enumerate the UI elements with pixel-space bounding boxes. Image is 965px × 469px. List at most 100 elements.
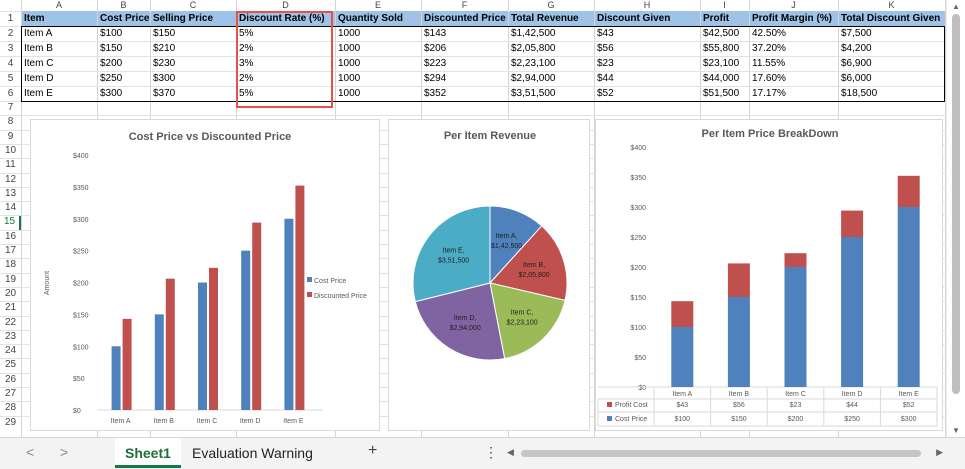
bar-discounted-price[interactable] [252, 222, 262, 410]
row-header: 17 [0, 244, 21, 259]
data-table-value: $150 [731, 416, 747, 423]
table-cell: $2,05,800 [511, 43, 556, 54]
pie-value-label: $2,94,000 [450, 325, 481, 332]
tab-evaluation-warning-label: Evaluation Warning [192, 445, 313, 461]
tab-evaluation-warning[interactable]: Evaluation Warning [182, 438, 323, 468]
y-tick-label: $250 [73, 249, 89, 256]
table-cell: 2% [239, 73, 254, 84]
bar-profit-cost[interactable] [784, 253, 807, 267]
table-cell: 11.55% [752, 58, 786, 69]
table-cell: $1,42,500 [511, 28, 556, 39]
data-table-value: $56 [733, 402, 745, 409]
table-cell: $2,94,000 [511, 73, 556, 84]
data-table-value: $250 [844, 416, 860, 423]
bar-cost-price[interactable] [111, 346, 121, 410]
bar-profit-cost[interactable] [671, 301, 694, 327]
tab-prev-button[interactable]: < [26, 444, 35, 460]
legend-label: Cost Price [314, 278, 346, 285]
add-sheet-button[interactable]: + [368, 442, 378, 459]
y-tick-label: $300 [630, 205, 646, 212]
y-tick-label: $150 [73, 312, 89, 319]
table-border [21, 26, 22, 101]
row-gridline [0, 86, 965, 87]
scroll-left-icon[interactable]: ◀ [507, 447, 514, 457]
table-cell: $300 [153, 73, 176, 84]
table-cell: $52 [597, 88, 614, 99]
x-tick-label: Item A [111, 418, 131, 425]
scroll-up-icon[interactable]: ▲ [952, 2, 960, 11]
table-cell: $3,51,500 [511, 88, 556, 99]
bar-cost-price[interactable] [671, 327, 694, 387]
legend-swatch [307, 277, 312, 282]
table-cell: $2,23,100 [511, 58, 556, 69]
x-tick-label: Item C [785, 391, 806, 398]
cost-vs-discounted-chart[interactable]: Cost Price vs Discounted Price $0 $50 $100 $… [30, 119, 380, 431]
bar-discounted-price[interactable] [209, 267, 218, 410]
bar-cost-price[interactable] [154, 314, 164, 410]
chart-title: Cost Price vs Discounted Price [129, 131, 292, 143]
row-header: 9 [0, 129, 21, 144]
pie-value-label: $3,51,500 [438, 258, 469, 265]
bar-cost-price[interactable] [784, 267, 807, 387]
header-cell: Item [22, 11, 97, 26]
table-cell: $210 [153, 43, 176, 54]
col-gridline [945, 0, 946, 437]
x-tick-label: Item B [729, 391, 750, 398]
table-cell: $100 [100, 28, 123, 39]
vertical-scrollbar[interactable]: ▲ ▼ [946, 0, 965, 437]
bar-profit-cost[interactable] [841, 210, 864, 237]
row-header: 26 [0, 372, 21, 387]
price-breakdown-chart[interactable]: Per Item Price BreakDown $0 $50 $100 $150 $20… [595, 119, 943, 431]
bar-cost-price[interactable] [284, 218, 294, 410]
bar-cost-price[interactable] [198, 282, 207, 411]
legend-label: Cost Price [615, 416, 647, 423]
row-header: 2 [0, 26, 21, 41]
y-tick-label: $350 [73, 185, 89, 192]
row-header: 24 [0, 344, 21, 359]
table-cell: $206 [424, 43, 447, 54]
table-cell: $352 [424, 88, 447, 99]
h-scroll-thumb[interactable] [521, 450, 921, 457]
table-cell: Item C [24, 58, 54, 69]
pie-slice-item-b[interactable] [489, 225, 568, 301]
bar-profit-cost[interactable] [897, 175, 920, 207]
row-header: 13 [0, 186, 21, 202]
table-cell: 17.60% [752, 73, 786, 84]
scroll-thumb[interactable] [952, 14, 960, 394]
table-cell: $6,000 [841, 73, 872, 84]
pie-slice-item-d[interactable] [414, 282, 506, 361]
pie-slice-item-c[interactable] [489, 282, 566, 360]
column-header-g: G [508, 0, 594, 11]
bar-discounted-price[interactable] [295, 185, 305, 410]
table-cell: $51,500 [703, 88, 740, 99]
header-cell: Total Revenue [509, 11, 594, 26]
pie-slice-item-e[interactable] [412, 205, 491, 303]
tab-sheet1[interactable]: Sheet1 [115, 438, 181, 468]
scroll-right-icon[interactable]: ▶ [936, 447, 943, 457]
bar-cost-price[interactable] [841, 237, 864, 387]
bar-cost-price[interactable] [241, 250, 251, 410]
bar-profit-cost[interactable] [727, 263, 750, 297]
table-cell: $4,200 [841, 43, 872, 54]
row-header: 11 [0, 158, 21, 173]
more-options-icon[interactable]: ⋮ [484, 444, 498, 460]
row-header: 20 [0, 286, 21, 302]
per-item-revenue-chart[interactable]: Per Item Revenue Item A, $1,42,500 Item B, $… [388, 119, 590, 431]
pie-label: Item B, [523, 262, 545, 269]
table-border [21, 26, 945, 27]
tab-next-button[interactable]: > [60, 444, 69, 460]
y-tick-label: $200 [73, 281, 89, 288]
bar-discounted-price[interactable] [122, 318, 132, 410]
legend-swatch [607, 402, 612, 407]
table-cell: $143 [424, 28, 447, 39]
bar-cost-price[interactable] [727, 297, 750, 387]
row-header: 8 [0, 115, 21, 130]
horizontal-scrollbar[interactable]: ◀ ▶ [505, 446, 945, 460]
bar-cost-price[interactable] [897, 207, 920, 387]
row-gridline [0, 115, 965, 117]
row-header: 21 [0, 301, 21, 316]
y-tick-label: $400 [630, 145, 646, 152]
scroll-down-icon[interactable]: ▼ [952, 426, 960, 435]
bar-discounted-price[interactable] [165, 278, 175, 410]
